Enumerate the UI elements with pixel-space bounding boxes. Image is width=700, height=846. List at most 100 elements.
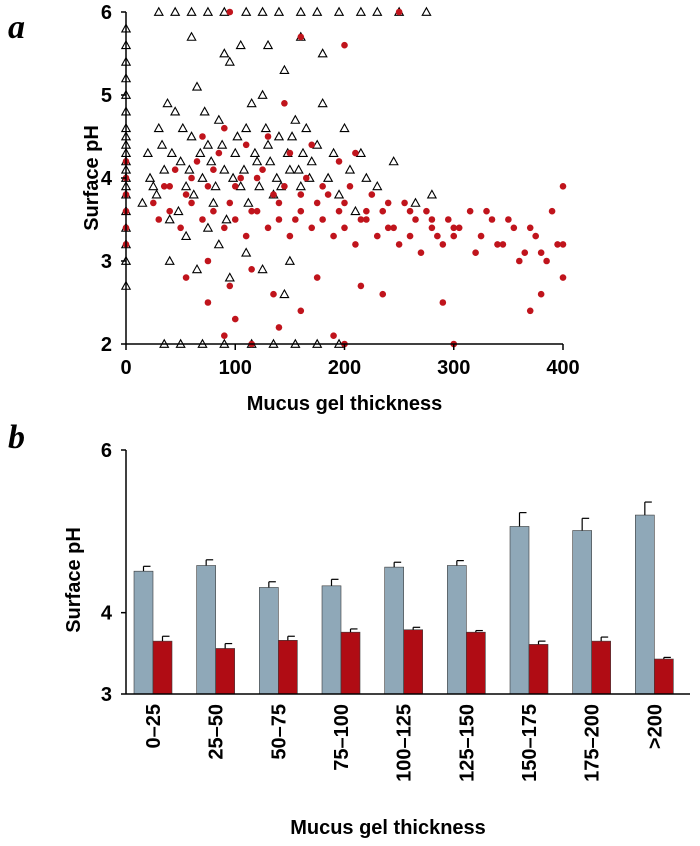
scatter-point-triangle [271, 172, 282, 182]
scatter-point-triangle [208, 197, 219, 207]
scatter-point-triangle [170, 6, 181, 16]
scatter-point-circle [210, 207, 217, 215]
scatter-point-circle [379, 290, 387, 298]
scatter-point-triangle [322, 172, 334, 182]
scatter-point-circle [373, 232, 381, 240]
scatter-point-triangle [137, 197, 148, 207]
scatter-point-triangle [388, 156, 399, 166]
scatter-point-triangle [144, 172, 156, 182]
scatter-point-circle [428, 216, 436, 223]
scatter-point-circle [401, 199, 408, 207]
scatter-point-circle [319, 216, 326, 223]
scatter-point-circle [253, 174, 261, 182]
scatter-point-circle [308, 224, 316, 232]
scatter-point-circle [188, 174, 195, 182]
bar-blue [447, 565, 467, 695]
scatter-point-circle [270, 191, 277, 198]
category-label: 25–50 [206, 704, 228, 760]
scatter-point-triangle [293, 164, 304, 174]
bar-red [654, 658, 674, 695]
scatter-point-circle [363, 207, 370, 215]
y-tick-label-b: 6 [101, 440, 112, 462]
y-axis-title: Surface pH [81, 125, 103, 231]
scatter-point-triangle [170, 106, 181, 116]
scatter-point-circle [297, 33, 305, 41]
scatter-point-triangle [257, 6, 268, 16]
scatter-point-triangle [262, 139, 274, 149]
scatter-point-circle [166, 183, 173, 190]
scatter-point-circle [221, 124, 228, 132]
scatter-point-circle [297, 191, 305, 198]
scatter-point-circle [308, 141, 316, 149]
scatter-point-triangle [279, 64, 290, 75]
scatter-point-circle [450, 224, 458, 232]
scatter-point-circle [559, 183, 567, 190]
scatter-point-triangle [295, 180, 306, 191]
scatter-point-circle [559, 241, 567, 248]
bar-blue [133, 570, 154, 695]
scatter-point-triangle [159, 164, 170, 174]
scatter-point-triangle [202, 222, 214, 232]
scatter-point-circle [434, 232, 441, 240]
scatter-point-triangle [333, 6, 345, 16]
scatter-point-triangle [235, 180, 246, 191]
scatter-point-triangle [219, 48, 230, 58]
scatter-point-triangle [235, 39, 246, 50]
scatter-point-triangle [312, 6, 323, 16]
scatter-point-circle [182, 274, 190, 281]
scatter-point-triangle [328, 147, 339, 158]
scatter-point-triangle [153, 6, 164, 16]
scatter-point-circle [357, 282, 365, 290]
scatter-point-circle [221, 224, 228, 232]
scatter-point-circle [275, 216, 283, 223]
y-tick-label: 2 [101, 334, 112, 356]
category-label: 100–125 [394, 704, 416, 782]
scatter-point-circle [171, 166, 179, 173]
scatter-point-circle [363, 216, 370, 223]
scatter-points [120, 6, 567, 348]
scatter-point-circle [406, 207, 414, 215]
scatter-point-triangle [372, 180, 383, 191]
scatter-point-triangle [142, 147, 153, 158]
scatter-point-circle [395, 241, 403, 248]
scatter-point-circle [177, 224, 184, 232]
scatter-point-circle [253, 207, 261, 215]
scatter-point-circle [341, 224, 348, 232]
scatter-point-circle [155, 216, 163, 223]
scatter-point-circle [324, 191, 332, 198]
scatter-point-circle [368, 191, 376, 198]
scatter-point-triangle [317, 48, 328, 58]
scatter-point-circle [412, 216, 419, 223]
scatter-point-circle [242, 232, 250, 240]
scatter-point-triangle [213, 239, 224, 249]
scatter-point-triangle [265, 156, 276, 166]
scatter-point-circle [346, 183, 354, 190]
scatter-point-circle [477, 232, 485, 240]
scatter-point-circle [335, 158, 343, 165]
scatter-point-circle [248, 266, 255, 273]
scatter-point-triangle [246, 97, 257, 108]
scatter-point-circle [226, 199, 234, 207]
x-tick-label: 400 [546, 357, 579, 379]
scatter-point-triangle [273, 131, 285, 141]
scatter-point-triangle [217, 139, 228, 149]
scatter-point-triangle [230, 147, 241, 158]
scatter-point-circle [428, 224, 436, 232]
scatter-point-triangle [361, 172, 372, 182]
scatter-point-triangle [180, 180, 192, 191]
scatter-point-circle [275, 324, 283, 331]
scatter-point-triangle [199, 106, 210, 116]
scatter-point-triangle [232, 131, 243, 141]
bar-red [403, 629, 423, 695]
category-label: >200 [644, 704, 666, 749]
scatter-point-triangle [279, 288, 290, 299]
scatter-point-triangle [344, 164, 356, 174]
scatter-point-circle [357, 216, 365, 223]
scatter-point-circle [248, 207, 255, 215]
scatter-point-triangle [249, 147, 261, 158]
scatter-point-circle [259, 166, 266, 173]
x-tick-label: 300 [437, 357, 470, 379]
scatter-point-circle [297, 207, 305, 215]
scatter-point-circle [483, 207, 490, 215]
